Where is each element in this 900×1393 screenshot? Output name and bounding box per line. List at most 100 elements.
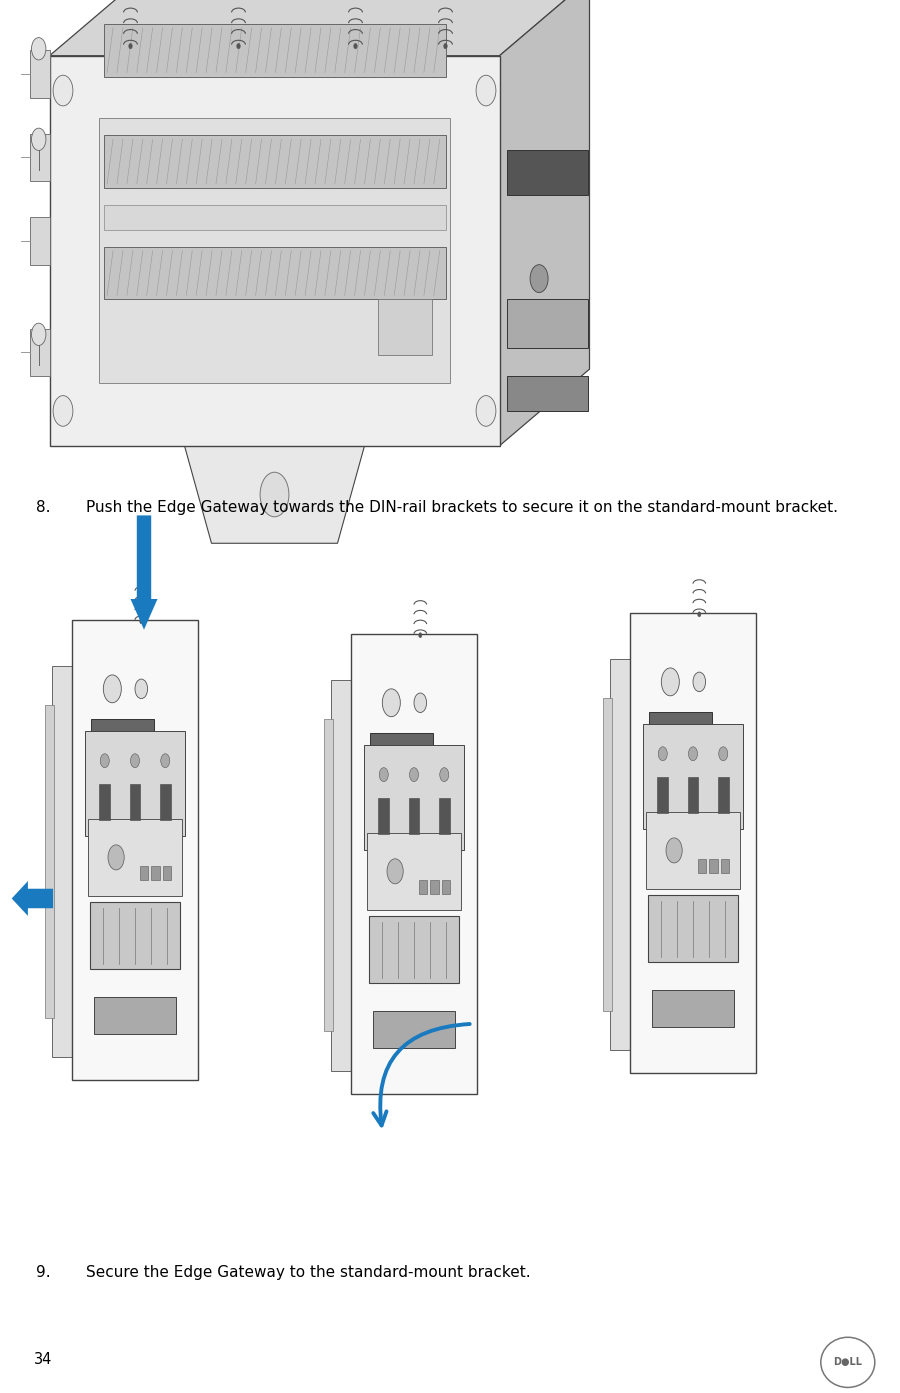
Bar [507, 376, 588, 411]
Bar [324, 719, 333, 1031]
Circle shape [354, 43, 357, 49]
Circle shape [53, 75, 73, 106]
Bar [439, 748, 452, 758]
Bar [603, 698, 612, 1010]
Text: 8.: 8. [36, 500, 50, 515]
Bar [698, 859, 706, 873]
Polygon shape [50, 0, 590, 56]
Bar [378, 299, 432, 355]
Bar [646, 812, 740, 889]
Circle shape [53, 396, 73, 426]
Text: D●LL: D●LL [833, 1357, 862, 1368]
Bar [91, 719, 154, 758]
Circle shape [693, 673, 706, 691]
Bar [160, 734, 173, 744]
Bar [718, 727, 731, 737]
Circle shape [440, 768, 449, 781]
Bar [718, 741, 731, 751]
FancyArrow shape [130, 515, 158, 630]
Circle shape [108, 844, 124, 869]
Text: Push the Edge Gateway towards the DIN-rail brackets to secure it on the standard: Push the Edge Gateway towards the DIN-ra… [86, 500, 838, 515]
Polygon shape [500, 0, 590, 446]
Circle shape [698, 612, 701, 617]
Circle shape [688, 747, 698, 761]
Bar [104, 247, 446, 299]
Bar [648, 896, 738, 963]
Bar [104, 135, 446, 188]
Circle shape [387, 858, 403, 885]
Circle shape [476, 396, 496, 426]
Circle shape [140, 618, 143, 624]
Bar [72, 620, 198, 1080]
Text: 34: 34 [34, 1353, 52, 1367]
Bar [709, 859, 717, 873]
Bar [507, 150, 588, 195]
Bar [409, 798, 419, 834]
Bar [30, 217, 50, 265]
Circle shape [719, 747, 728, 761]
Circle shape [444, 43, 447, 49]
Bar [439, 762, 452, 772]
Circle shape [135, 678, 148, 698]
Circle shape [32, 38, 46, 60]
Bar [163, 866, 171, 880]
Bar [652, 990, 734, 1027]
Bar [439, 798, 450, 834]
Bar [104, 205, 446, 230]
Bar [151, 866, 159, 880]
Circle shape [104, 674, 122, 702]
Bar [374, 1011, 455, 1048]
Bar [130, 784, 140, 820]
Bar [378, 798, 389, 834]
Bar [643, 724, 743, 829]
Bar [94, 997, 176, 1034]
Circle shape [530, 265, 548, 293]
Bar [160, 748, 173, 758]
Bar [30, 329, 50, 376]
Bar [99, 784, 110, 820]
Circle shape [100, 754, 109, 768]
Bar [610, 659, 630, 1050]
Bar [90, 903, 180, 970]
Circle shape [658, 747, 667, 761]
Bar [99, 118, 450, 383]
Bar [45, 705, 54, 1017]
Circle shape [418, 632, 422, 638]
Polygon shape [184, 446, 364, 543]
Bar [140, 866, 148, 880]
Bar [30, 134, 50, 181]
Bar [688, 777, 698, 814]
Circle shape [666, 837, 682, 864]
Circle shape [382, 690, 400, 716]
Circle shape [130, 754, 140, 768]
Bar [370, 733, 433, 772]
Bar [649, 712, 712, 751]
Bar [442, 880, 450, 894]
Bar [718, 777, 729, 814]
Bar [367, 833, 461, 910]
Bar [331, 680, 351, 1070]
Text: Secure the Edge Gateway to the standard-mount bracket.: Secure the Edge Gateway to the standard-… [86, 1265, 530, 1280]
Text: 9.: 9. [36, 1265, 50, 1280]
Bar [85, 731, 185, 836]
Circle shape [662, 669, 680, 695]
Wedge shape [867, 1355, 871, 1369]
Circle shape [32, 128, 46, 150]
Circle shape [410, 768, 418, 781]
Bar [721, 859, 729, 873]
Bar [418, 880, 427, 894]
Bar [430, 880, 438, 894]
Circle shape [476, 75, 496, 106]
FancyArrow shape [12, 882, 53, 917]
Circle shape [161, 754, 170, 768]
Bar [87, 819, 182, 896]
Bar [507, 299, 588, 348]
Circle shape [379, 768, 388, 781]
Circle shape [414, 692, 427, 712]
Circle shape [237, 43, 240, 49]
Circle shape [32, 323, 46, 345]
Bar [657, 777, 668, 814]
Bar [160, 784, 171, 820]
Bar [30, 50, 50, 98]
Bar [104, 24, 446, 77]
